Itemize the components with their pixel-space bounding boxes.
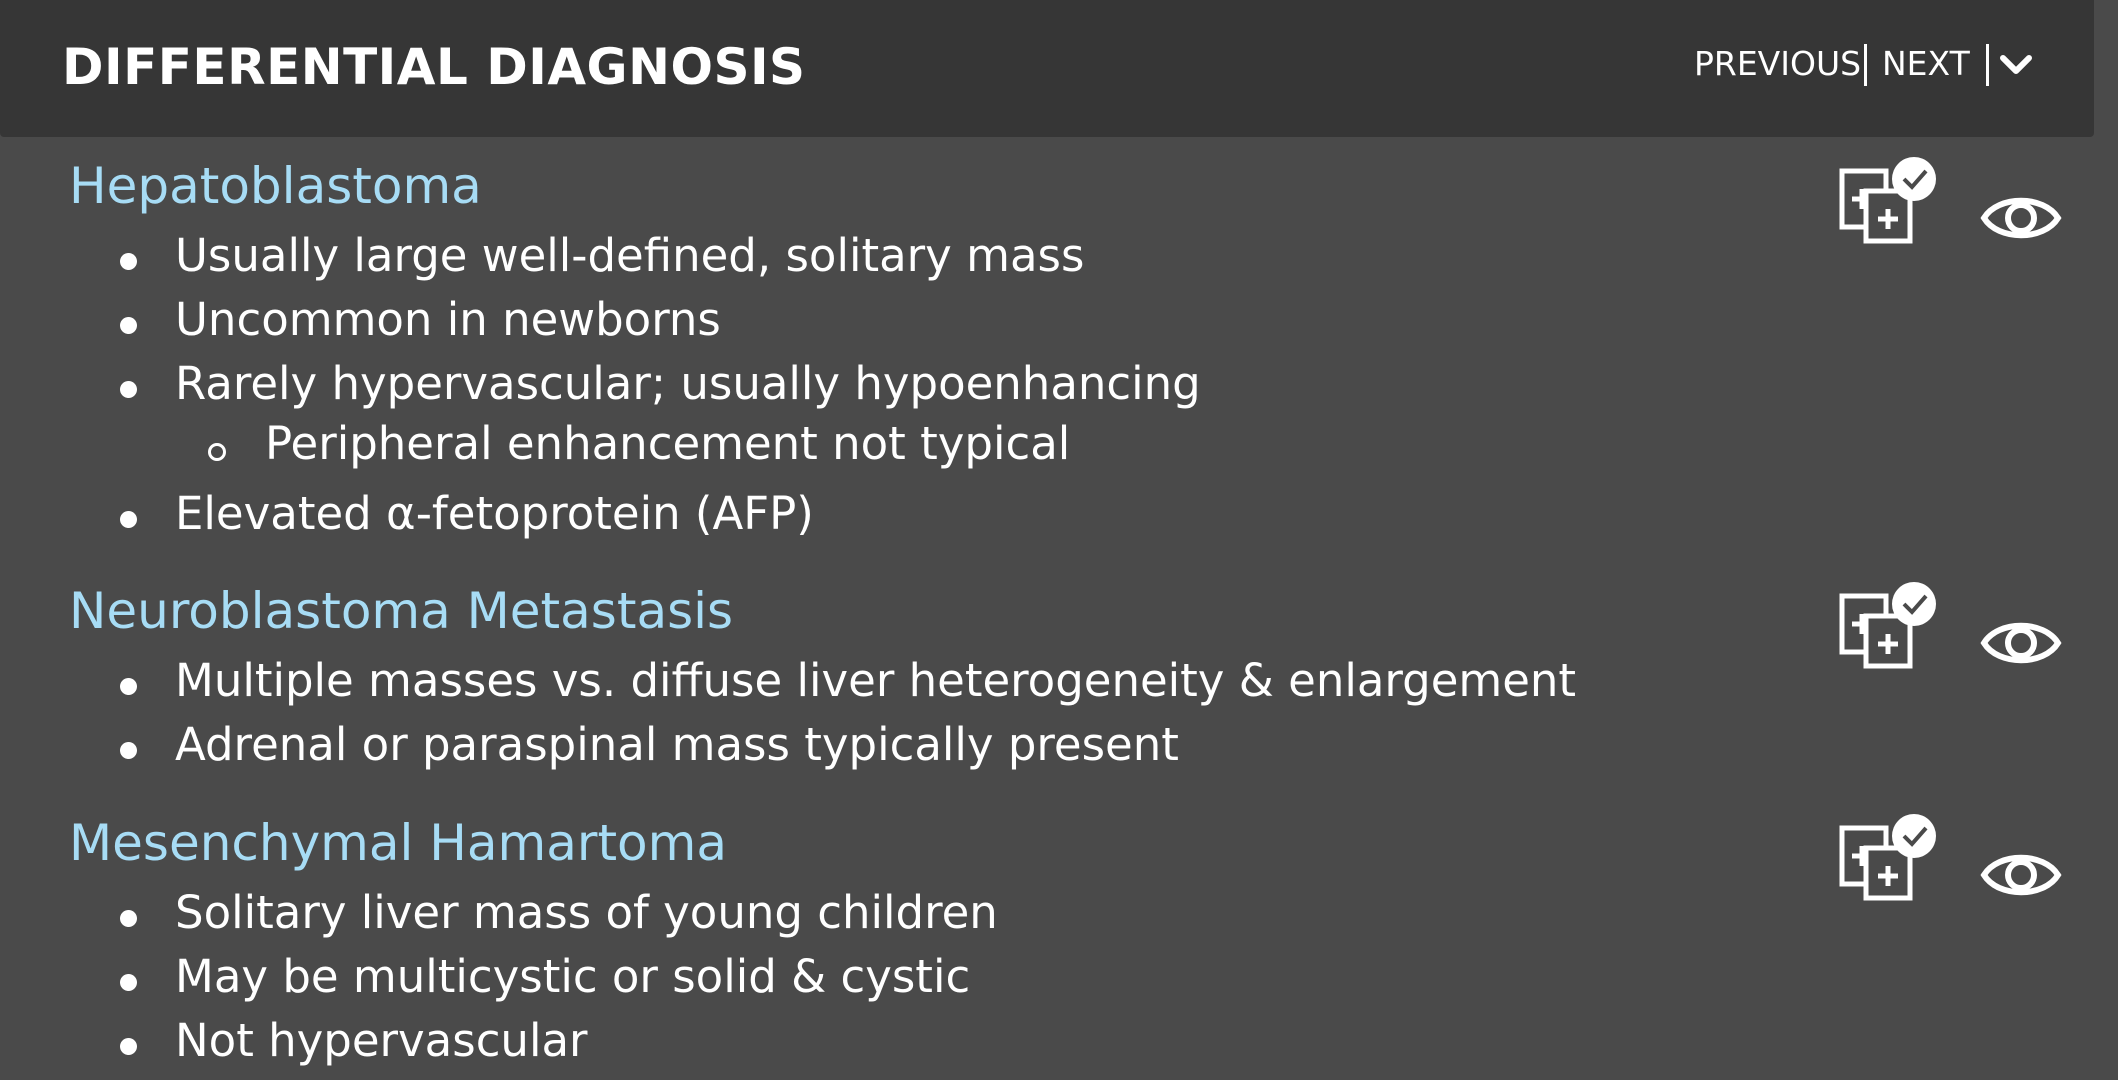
section-title: DIFFERENTIAL DIAGNOSIS xyxy=(62,38,806,96)
diagnosis-item: Mesenchymal Hamartoma Solitary liver mas… xyxy=(0,814,2118,1080)
section-nav: PREVIOUS NEXT xyxy=(1694,44,2094,86)
bullet-dot xyxy=(120,381,137,398)
previous-link[interactable]: PREVIOUS xyxy=(1694,44,1862,83)
bullet-dot xyxy=(120,317,137,334)
bullet-dot xyxy=(120,1038,137,1055)
diagnosis-item: Hepatoblastoma Usually large well-define… xyxy=(0,157,2118,557)
diagnosis-title[interactable]: Hepatoblastoma xyxy=(69,157,482,215)
bullet-dot xyxy=(120,678,137,695)
bullet-dot xyxy=(120,742,137,759)
next-link[interactable]: NEXT xyxy=(1882,44,1970,83)
eye-icon[interactable] xyxy=(1980,189,2062,247)
diagnosis-title[interactable]: Neuroblastoma Metastasis xyxy=(69,582,734,640)
nav-divider xyxy=(1986,44,1989,86)
bullet-dot xyxy=(120,511,137,528)
chevron-down-icon[interactable] xyxy=(1998,52,2034,78)
compare-images-icon[interactable] xyxy=(1838,814,1938,904)
compare-images-icon[interactable] xyxy=(1838,157,1938,247)
compare-images-icon[interactable] xyxy=(1838,582,1938,672)
nav-divider xyxy=(1864,44,1867,86)
diagnosis-title[interactable]: Mesenchymal Hamartoma xyxy=(69,814,727,872)
eye-icon[interactable] xyxy=(1980,614,2062,672)
differential-list: Hepatoblastoma Usually large well-define… xyxy=(0,137,2118,1080)
eye-icon[interactable] xyxy=(1980,846,2062,904)
bullet-dot xyxy=(120,974,137,991)
diagnosis-item: Neuroblastoma Metastasis Multiple masses… xyxy=(0,582,2118,792)
bullet-dot xyxy=(120,253,137,270)
bullet-dot xyxy=(120,910,137,927)
bullet-circle xyxy=(208,443,226,461)
section-header: DIFFERENTIAL DIAGNOSIS PREVIOUS NEXT xyxy=(0,0,2094,137)
